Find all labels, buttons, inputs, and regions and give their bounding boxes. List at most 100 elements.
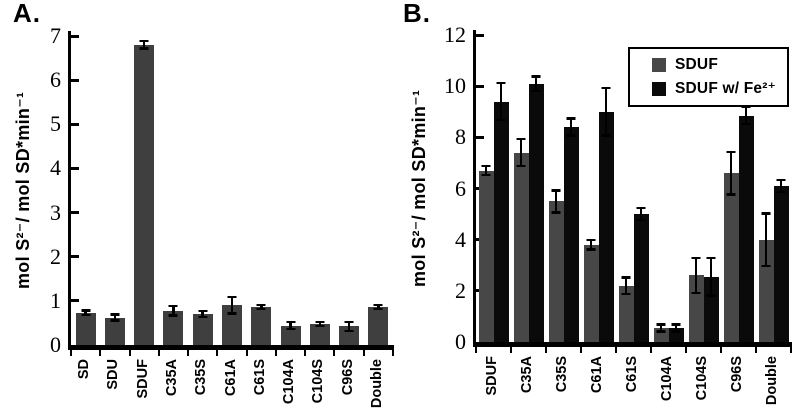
- legend-swatch-gray: [652, 58, 666, 72]
- legend: SDUF SDUF w/ Fe²⁺: [628, 47, 790, 107]
- bar: [528, 83, 544, 342]
- panel-a-plot: 0 1 2 3 4 5 6 7 SD SDU SDUF C35A C35S C61A C61S C104A C1…: [50, 25, 394, 408]
- x-label: C35A: [163, 359, 180, 397]
- x-tick: [392, 345, 394, 356]
- error-bar: [604, 88, 608, 135]
- error-bar: [674, 325, 678, 331]
- y-tick-label: 6: [50, 67, 61, 93]
- x-tick: [99, 345, 102, 356]
- y-tick-label: 0: [455, 329, 466, 354]
- error-bar: [729, 152, 733, 194]
- bar: [738, 115, 754, 342]
- x-tick: [274, 345, 277, 356]
- y-tick-label: 7: [50, 23, 61, 48]
- bar: [493, 101, 509, 342]
- bar: [583, 244, 599, 342]
- error-bar: [377, 305, 380, 309]
- x-label: C104S: [310, 359, 327, 404]
- y-tick-label: 6: [455, 175, 466, 201]
- panel-b-plot: 0 2 4 6 8 10 12 SDUF C35A C35S C61A C61S C104A C104S C…: [444, 24, 792, 405]
- x-label: C61S: [624, 356, 640, 393]
- x-label: C96S: [339, 359, 356, 396]
- x-label: SDU: [105, 359, 122, 390]
- y-tick: [71, 299, 79, 303]
- bar: [703, 276, 719, 342]
- panel-b-letter: B.: [403, 0, 431, 28]
- x-tick: [216, 345, 219, 356]
- y-tick: [71, 166, 79, 170]
- bar: [163, 310, 184, 345]
- bar: [309, 323, 330, 345]
- x-label: SDUF: [484, 356, 500, 396]
- x-label: C96S: [729, 356, 745, 393]
- x-tick: [187, 345, 190, 356]
- y-tick: [476, 33, 484, 37]
- x-tick: [245, 345, 248, 356]
- error-bar: [709, 258, 713, 295]
- error-bar: [764, 214, 768, 266]
- error-bar: [639, 208, 643, 220]
- error-bar: [694, 258, 698, 293]
- bar: [563, 127, 579, 342]
- x-tick: [362, 345, 365, 356]
- x-label: SD: [76, 359, 93, 380]
- x-tick: [510, 342, 512, 353]
- x-label: C61S: [251, 359, 268, 396]
- error-bar: [589, 240, 593, 249]
- panel-a-letter: A.: [13, 0, 41, 28]
- x-tick: [720, 342, 722, 353]
- y-tick-label: 12: [444, 22, 466, 47]
- x-tick: [580, 342, 582, 353]
- bar: [513, 152, 529, 342]
- error-bar: [113, 315, 117, 320]
- error-bar: [318, 322, 322, 326]
- error-bar: [230, 297, 234, 313]
- x-tick: [304, 345, 307, 356]
- y-tick-label: 2: [50, 243, 61, 269]
- x-tick: [475, 342, 477, 353]
- y-tick: [71, 34, 79, 38]
- x-label: C35A: [519, 356, 535, 394]
- error-bar: [84, 311, 87, 315]
- bar: [134, 44, 155, 345]
- panel-a: A. mol S²⁻/ mol SD*min⁻¹ 0 1 2 3 4 5 6 7 SD SDU SD…: [0, 0, 400, 418]
- panel-a-y-axis-title: mol S²⁻/ mol SD*min⁻¹: [13, 91, 33, 290]
- y-tick-label: 4: [50, 155, 61, 181]
- x-tick: [128, 345, 131, 356]
- y-tick-label: 1: [50, 287, 61, 313]
- x-label: C35S: [554, 356, 570, 393]
- y-tick-label: 5: [50, 111, 61, 137]
- bar: [251, 307, 272, 345]
- error-bar: [534, 77, 538, 91]
- x-tick: [685, 342, 687, 353]
- x-tick: [755, 342, 757, 353]
- error-bar: [142, 41, 146, 48]
- error-bar: [499, 83, 503, 120]
- error-bar: [744, 107, 748, 124]
- legend-item-sduf-fe: SDUF w/ Fe²⁺: [652, 79, 776, 98]
- error-bar: [289, 322, 292, 329]
- x-tick: [333, 345, 336, 356]
- x-label: C104A: [281, 359, 298, 405]
- x-tick: [70, 345, 72, 356]
- x-label: C61A: [222, 359, 239, 397]
- y-tick-label: 0: [50, 332, 61, 357]
- bar: [618, 285, 634, 342]
- panel-b: B. mol S²⁻/ mol SD*min⁻¹ 0 2 4 6 8 10 12 SDUF C3…: [400, 0, 800, 418]
- error-bar: [554, 191, 558, 212]
- error-bar: [569, 119, 573, 135]
- bar: [633, 214, 649, 342]
- bar: [773, 185, 789, 342]
- y-tick: [71, 78, 79, 82]
- legend-label-sduf: SDUF: [675, 56, 718, 73]
- legend-swatch-black: [652, 81, 666, 96]
- error-bar: [779, 180, 783, 192]
- error-bar: [347, 322, 351, 331]
- error-bar: [624, 278, 628, 294]
- x-label: SDUF: [134, 359, 151, 399]
- y-tick: [71, 122, 79, 126]
- y-tick: [71, 255, 79, 259]
- x-label: C104A: [659, 356, 675, 402]
- legend-item-sduf: SDUF: [652, 56, 776, 74]
